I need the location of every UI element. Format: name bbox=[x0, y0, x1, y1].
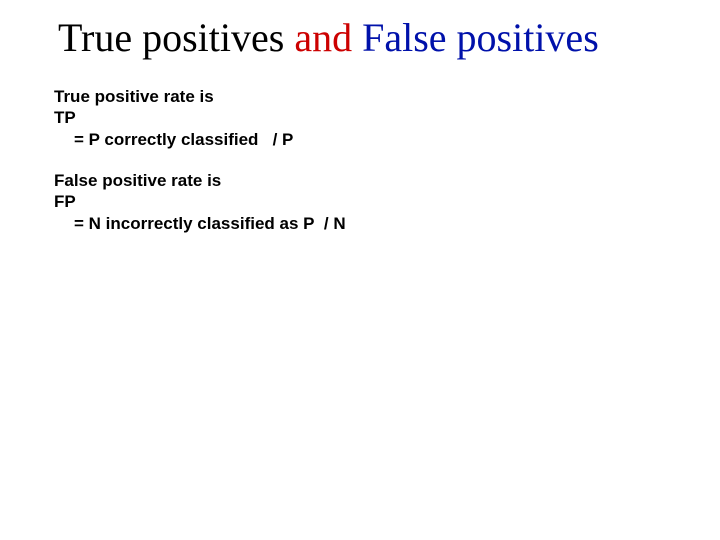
slide-title: True positives and False positives bbox=[58, 14, 599, 61]
fp-line1: False positive rate is bbox=[54, 170, 346, 191]
tp-line3: = P correctly classified / P bbox=[54, 129, 293, 150]
tp-line1: True positive rate is bbox=[54, 86, 293, 107]
title-part-true-positives: True positives bbox=[58, 15, 284, 60]
true-positive-block: True positive rate is TP = P correctly c… bbox=[54, 86, 293, 150]
fp-line3: = N incorrectly classified as P / N bbox=[54, 213, 346, 234]
slide: True positives and False positives True … bbox=[0, 0, 720, 540]
fp-line2: FP bbox=[54, 191, 346, 212]
tp-line2: TP bbox=[54, 107, 293, 128]
title-and: and bbox=[284, 15, 362, 60]
title-part-false-positives: False positives bbox=[362, 15, 599, 60]
false-positive-block: False positive rate is FP = N incorrectl… bbox=[54, 170, 346, 234]
